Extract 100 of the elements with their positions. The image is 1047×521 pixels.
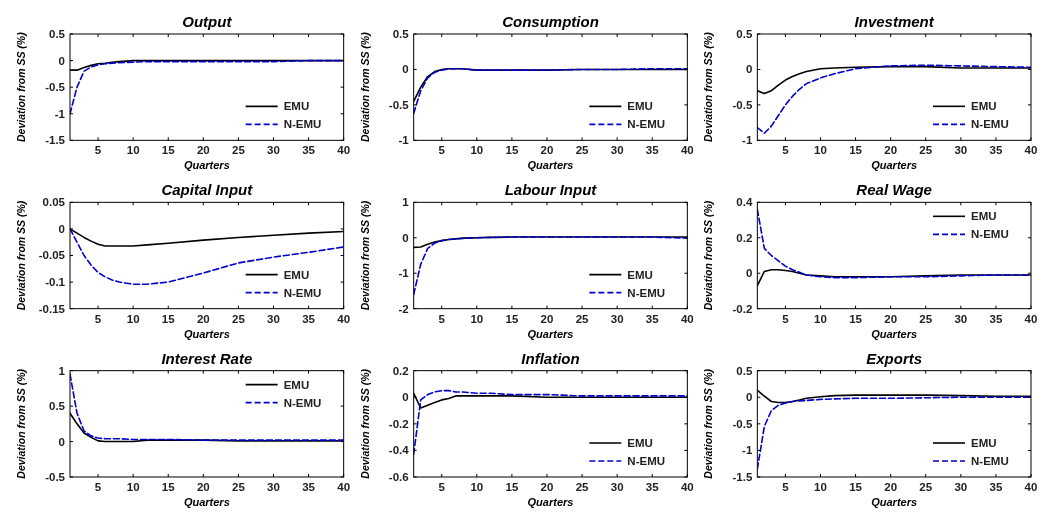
y-tick-label: 0 bbox=[402, 391, 409, 404]
x-tick-label: 15 bbox=[849, 312, 863, 325]
x-tick-label: 30 bbox=[954, 312, 968, 325]
x-tick-label: 40 bbox=[1024, 481, 1038, 493]
y-tick-label: 0.05 bbox=[42, 196, 66, 209]
x-tick-label: 25 bbox=[919, 312, 933, 325]
x-tick-label: 10 bbox=[470, 312, 484, 325]
x-tick-label: 40 bbox=[1024, 144, 1038, 157]
x-tick-label: 40 bbox=[680, 481, 694, 493]
x-tick-label: 40 bbox=[337, 481, 351, 493]
x-tick-label: 15 bbox=[505, 312, 519, 325]
y-tick-label: -0.05 bbox=[38, 249, 66, 262]
y-tick-label: 0 bbox=[402, 63, 409, 76]
x-tick-label: 25 bbox=[232, 312, 246, 325]
y-axis-title: Deviation from SS (%) bbox=[702, 368, 715, 479]
y-tick-label: 0.2 bbox=[736, 231, 753, 244]
x-tick-label: 35 bbox=[645, 312, 660, 325]
line-series bbox=[413, 67, 688, 115]
legend-label: N-EMU bbox=[283, 396, 322, 409]
x-tick-label: 40 bbox=[337, 144, 351, 157]
x-tick-label: 40 bbox=[680, 312, 694, 325]
y-tick-label: -0.2 bbox=[388, 417, 409, 430]
y-tick-label: -0.5 bbox=[388, 98, 410, 111]
y-tick-label: -1 bbox=[54, 107, 66, 120]
x-tick-label: 25 bbox=[575, 144, 590, 157]
x-tick-label: 10 bbox=[126, 481, 140, 493]
x-tick-label: 10 bbox=[126, 312, 140, 325]
y-axis-title: Deviation from SS (%) bbox=[15, 368, 27, 479]
x-tick-label: 40 bbox=[680, 144, 694, 157]
y-tick-label: 0.5 bbox=[736, 28, 753, 40]
x-tick-label: 20 bbox=[540, 144, 554, 157]
x-tick-label: 15 bbox=[849, 481, 863, 493]
y-axis-title: Deviation from SS (%) bbox=[702, 200, 715, 311]
y-tick-label: 0 bbox=[745, 63, 753, 76]
chart-title: Inflation bbox=[521, 349, 580, 367]
line-series bbox=[70, 228, 344, 286]
x-axis-title: Quarters bbox=[871, 496, 918, 508]
legend-label: N-EMU bbox=[627, 118, 666, 131]
y-tick-label: -0.5 bbox=[45, 471, 66, 483]
x-tick-label: 30 bbox=[610, 312, 624, 325]
x-tick-label: 35 bbox=[989, 312, 1003, 325]
x-tick-label: 20 bbox=[540, 312, 554, 325]
y-tick-label: -0.1 bbox=[45, 276, 66, 289]
x-tick-label: 15 bbox=[505, 481, 519, 493]
y-axis-title: Deviation from SS (%) bbox=[358, 368, 371, 479]
legend-label: N-EMU bbox=[283, 286, 322, 299]
y-tick-label: -0.15 bbox=[38, 302, 66, 315]
chart-title: Consumption bbox=[502, 13, 599, 30]
x-tick-label: 10 bbox=[814, 481, 827, 493]
x-tick-label: 25 bbox=[575, 312, 590, 325]
legend-label: EMU bbox=[283, 268, 310, 281]
x-tick-label: 30 bbox=[267, 144, 280, 157]
chart-title: Capital Input bbox=[161, 181, 254, 199]
y-tick-label: -1 bbox=[398, 267, 410, 280]
x-tick-label: 5 bbox=[94, 144, 102, 157]
chart-title: Output bbox=[182, 13, 233, 30]
x-tick-label: 20 bbox=[196, 144, 210, 157]
legend-label: EMU bbox=[627, 437, 653, 449]
x-tick-label: 35 bbox=[989, 481, 1003, 493]
y-tick-label: -0.5 bbox=[732, 98, 753, 111]
x-axis-title: Quarters bbox=[183, 159, 230, 172]
x-tick-label: 5 bbox=[782, 144, 790, 157]
x-tick-label: 35 bbox=[989, 144, 1003, 157]
x-tick-label: 10 bbox=[814, 312, 827, 325]
x-tick-label: 5 bbox=[438, 481, 446, 493]
x-tick-label: 35 bbox=[645, 481, 660, 493]
y-tick-label: -1 bbox=[742, 444, 753, 457]
legend-label: N-EMU bbox=[627, 455, 666, 467]
line-series bbox=[413, 389, 688, 456]
x-tick-label: 30 bbox=[954, 481, 968, 493]
x-tick-label: 5 bbox=[438, 312, 446, 325]
x-tick-label: 20 bbox=[884, 481, 898, 493]
x-tick-label: 25 bbox=[232, 144, 246, 157]
x-tick-label: 10 bbox=[814, 144, 827, 157]
y-tick-label: 0.5 bbox=[49, 400, 66, 413]
x-tick-label: 15 bbox=[849, 144, 863, 157]
line-series bbox=[757, 208, 1031, 279]
y-tick-label: 0.4 bbox=[736, 196, 753, 209]
x-tick-label: 25 bbox=[232, 481, 246, 493]
x-axis-title: Quarters bbox=[183, 496, 230, 508]
legend-label: N-EMU bbox=[971, 118, 1009, 131]
x-tick-label: 15 bbox=[505, 144, 519, 157]
x-tick-label: 20 bbox=[540, 481, 554, 493]
legend-label: EMU bbox=[283, 378, 310, 391]
x-tick-label: 35 bbox=[645, 144, 660, 157]
y-tick-label: -1.5 bbox=[732, 471, 753, 483]
x-axis-title: Quarters bbox=[527, 159, 574, 172]
legend-label: N-EMU bbox=[283, 118, 322, 131]
y-axis-title: Deviation from SS (%) bbox=[15, 31, 27, 143]
y-tick-label: 0.5 bbox=[392, 28, 410, 40]
x-tick-label: 25 bbox=[919, 481, 933, 493]
legend-label: EMU bbox=[971, 437, 997, 449]
legend-label: N-EMU bbox=[971, 455, 1009, 467]
x-tick-label: 5 bbox=[438, 144, 446, 157]
x-axis-title: Quarters bbox=[527, 327, 574, 340]
x-tick-label: 15 bbox=[161, 144, 176, 157]
chart-title: Exports bbox=[866, 349, 923, 367]
x-tick-label: 10 bbox=[470, 144, 484, 157]
x-tick-label: 30 bbox=[610, 144, 624, 157]
y-tick-label: -2 bbox=[398, 302, 409, 315]
